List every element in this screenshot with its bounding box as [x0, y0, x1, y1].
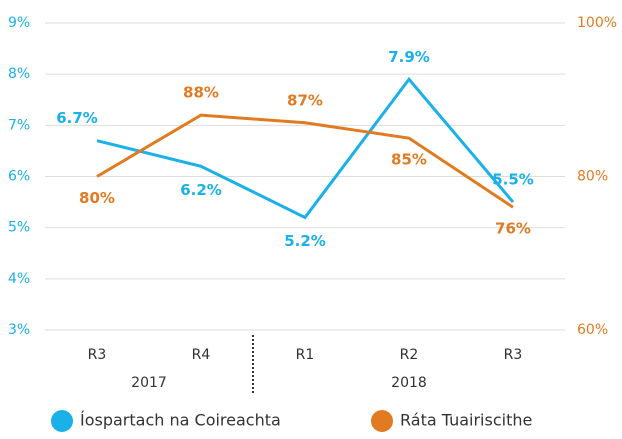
y2-tick-label: 80%	[577, 169, 608, 185]
legend-label: Ráta Tuairiscithe	[400, 411, 532, 430]
y-tick-label: 4%	[8, 271, 30, 287]
y2-tick-label: 60%	[577, 322, 608, 338]
legend-swatch	[51, 410, 73, 432]
x-tick-label: R3	[88, 347, 107, 363]
series-line	[96, 113, 514, 209]
x-tick-label: R2	[400, 347, 419, 363]
data-label: 87%	[287, 91, 323, 109]
series-line	[96, 76, 515, 220]
x-group-label: 2018	[391, 375, 427, 391]
x-tick-label: R1	[296, 347, 315, 363]
y-tick-label: 5%	[8, 220, 30, 236]
y-tick-label: 6%	[8, 169, 30, 185]
data-label: 88%	[183, 84, 219, 102]
data-label: 6.7%	[56, 109, 98, 127]
x-tick-label: R3	[504, 347, 523, 363]
data-label: 7.9%	[388, 48, 430, 66]
x-group-label: 2017	[131, 375, 167, 391]
y2-tick-label: 100%	[577, 15, 617, 31]
y-tick-label: 7%	[8, 117, 30, 133]
data-label: 80%	[79, 189, 115, 207]
data-label: 76%	[495, 220, 531, 238]
data-label: 5.2%	[284, 232, 326, 250]
x-tick-label: R4	[192, 347, 211, 363]
legend-label: Íospartach na Coireachta	[80, 411, 281, 430]
data-label: 85%	[391, 151, 427, 169]
y-tick-label: 8%	[8, 66, 30, 82]
data-label: 6.2%	[180, 181, 222, 199]
legend-swatch	[371, 410, 393, 432]
data-label: 5.5%	[492, 171, 534, 189]
y-tick-label: 3%	[8, 322, 30, 338]
y-tick-label: 9%	[8, 15, 30, 31]
